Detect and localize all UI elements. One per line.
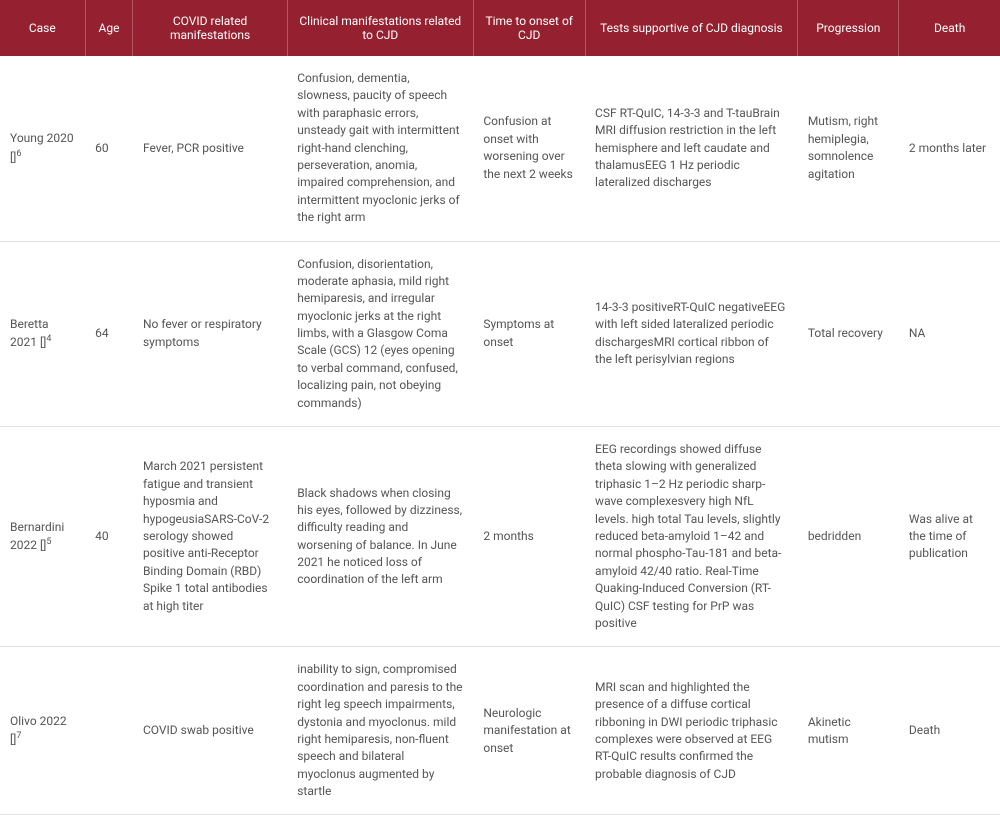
cell-age — [85, 647, 133, 815]
cell-cjd-manifest: Confusion, dementia, slowness, paucity o… — [287, 56, 473, 241]
case-ref-sup: 4 — [46, 334, 51, 344]
cell-age: 60 — [85, 56, 133, 241]
case-table: Case Age COVID related manifestations Cl… — [0, 0, 1000, 815]
cell-age: 40 — [85, 427, 133, 647]
cell-case: Olivo 2022 []7 — [0, 647, 85, 815]
cell-age: 64 — [85, 241, 133, 427]
cell-tests: CSF RT-QuIC, 14-3-3 and T-tauBrain MRI d… — [585, 56, 798, 241]
case-label: Bernardini 2022 [] — [10, 520, 64, 552]
cell-onset: 2 months — [473, 427, 585, 647]
cell-covid-manifest: Fever, PCR positive — [133, 56, 287, 241]
col-header-covid: COVID related manifestations — [133, 0, 287, 56]
cell-tests: EEG recordings showed diffuse theta slow… — [585, 427, 798, 647]
case-label: Beretta 2021 [] — [10, 317, 49, 349]
cell-case: Young 2020 []6 — [0, 56, 85, 241]
cell-onset: Confusion at onset with worsening over t… — [473, 56, 585, 241]
cell-tests: MRI scan and highlighted the presence of… — [585, 647, 798, 815]
case-ref-sup: 6 — [16, 149, 21, 159]
col-header-death: Death — [899, 0, 1000, 56]
col-header-cjd: Clinical manifestations related to CJD — [287, 0, 473, 56]
cell-case: Beretta 2021 []4 — [0, 241, 85, 427]
case-ref-sup: 7 — [16, 731, 21, 741]
case-ref-sup: 5 — [46, 537, 51, 547]
cell-onset: Symptoms at onset — [473, 241, 585, 427]
table-row: Olivo 2022 []7 COVID swab positiveinabili… — [0, 647, 1000, 815]
cell-covid-manifest: March 2021 persistent fatigue and transi… — [133, 427, 287, 647]
table-body: Young 2020 []660Fever, PCR positiveConfu… — [0, 56, 1000, 815]
cell-death: NA — [899, 241, 1000, 427]
table-row: Young 2020 []660Fever, PCR positiveConfu… — [0, 56, 1000, 241]
table-row: Bernardini 2022 []540March 2021 persiste… — [0, 427, 1000, 647]
cell-onset: Neurologic manifestation at onset — [473, 647, 585, 815]
cell-covid-manifest: No fever or respiratory symptoms — [133, 241, 287, 427]
cell-tests: 14-3-3 positiveRT-QuIC negativeEEG with … — [585, 241, 798, 427]
col-header-tests: Tests supportive of CJD diagnosis — [585, 0, 798, 56]
cell-cjd-manifest: Confusion, disorientation, moderate apha… — [287, 241, 473, 427]
col-header-onset: Time to onset of CJD — [473, 0, 585, 56]
col-header-case: Case — [0, 0, 85, 56]
table-header: Case Age COVID related manifestations Cl… — [0, 0, 1000, 56]
cell-progression: Akinetic mutism — [798, 647, 899, 815]
cell-death: Was alive at the time of publication — [899, 427, 1000, 647]
cell-case: Bernardini 2022 []5 — [0, 427, 85, 647]
cell-progression: Total recovery — [798, 241, 899, 427]
case-table-container: Case Age COVID related manifestations Cl… — [0, 0, 1000, 815]
cell-death: Death — [899, 647, 1000, 815]
cell-death: 2 months later — [899, 56, 1000, 241]
cell-covid-manifest: COVID swab positive — [133, 647, 287, 815]
cell-progression: Mutism, right hemiplegia, somnolence agi… — [798, 56, 899, 241]
col-header-age: Age — [85, 0, 133, 56]
cell-progression: bedridden — [798, 427, 899, 647]
table-row: Beretta 2021 []464No fever or respirator… — [0, 241, 1000, 427]
case-label: Olivo 2022 [] — [10, 714, 67, 746]
col-header-prog: Progression — [798, 0, 899, 56]
cell-cjd-manifest: inability to sign, compromised coordinat… — [287, 647, 473, 815]
cell-cjd-manifest: Black shadows when closing his eyes, fol… — [287, 427, 473, 647]
